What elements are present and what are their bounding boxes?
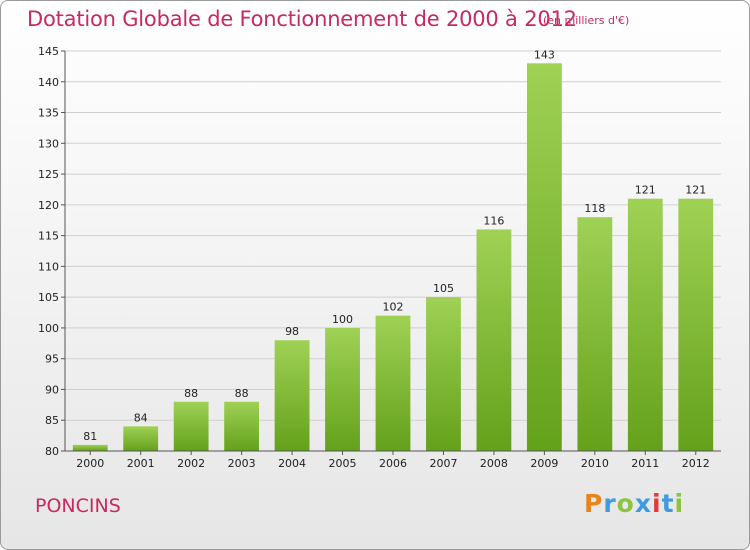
y-tick-label: 125 bbox=[38, 168, 59, 181]
chart-title: Dotation Globale de Fonctionnement de 20… bbox=[27, 7, 577, 31]
x-tick-label: 2000 bbox=[76, 457, 104, 470]
bar bbox=[577, 217, 613, 451]
data-label: 102 bbox=[383, 301, 404, 314]
bar bbox=[426, 297, 461, 451]
commune-name: PONCINS bbox=[35, 495, 121, 517]
bar bbox=[627, 198, 663, 451]
bar bbox=[123, 426, 159, 451]
bar bbox=[526, 63, 562, 452]
y-tick-label: 110 bbox=[38, 260, 59, 273]
bar bbox=[678, 198, 714, 451]
x-tick-label: 2005 bbox=[329, 457, 357, 470]
y-tick-label: 145 bbox=[38, 45, 59, 58]
bar bbox=[72, 444, 108, 451]
data-label: 84 bbox=[134, 411, 148, 424]
data-label: 118 bbox=[584, 202, 605, 215]
proxiti-logo[interactable]: Proxiti bbox=[584, 489, 684, 518]
x-tick-label: 2001 bbox=[127, 457, 155, 470]
x-tick-label: 2010 bbox=[581, 457, 609, 470]
data-label: 116 bbox=[483, 214, 504, 227]
y-tick-label: 85 bbox=[45, 414, 59, 427]
y-tick-label: 130 bbox=[38, 137, 59, 150]
x-tick-label: 2007 bbox=[429, 457, 457, 470]
y-tick-label: 105 bbox=[38, 291, 59, 304]
logo-letter: t bbox=[661, 489, 675, 518]
logo-letter: i bbox=[674, 489, 685, 518]
data-label: 121 bbox=[635, 184, 656, 197]
data-label: 121 bbox=[685, 184, 706, 197]
data-label: 143 bbox=[534, 48, 555, 61]
data-label: 98 bbox=[285, 325, 299, 338]
y-tick-label: 135 bbox=[38, 107, 59, 120]
bar bbox=[274, 340, 310, 451]
bar bbox=[375, 315, 411, 451]
x-tick-labels: 2000 2001 2002 2003 2004 2005 2006 2007 2008 2009… bbox=[76, 451, 710, 470]
logo-letter: P bbox=[584, 489, 604, 518]
data-label: 105 bbox=[433, 282, 454, 295]
data-label: 81 bbox=[83, 430, 97, 443]
x-tick-label: 2003 bbox=[228, 457, 256, 470]
logo-letter: r bbox=[603, 489, 617, 518]
logo-letter: o bbox=[616, 489, 635, 518]
bar bbox=[224, 401, 260, 451]
logo-letter: i bbox=[652, 489, 662, 518]
x-tick-label: 2012 bbox=[682, 457, 710, 470]
y-tick-label: 90 bbox=[45, 383, 59, 396]
x-tick-label: 2009 bbox=[530, 457, 558, 470]
bar bbox=[325, 327, 360, 451]
y-tick-label: 80 bbox=[45, 445, 59, 458]
bar bbox=[173, 401, 209, 451]
y-tick-labels: 80 85 90 95 100 105 110 115 120 125 130 135 140 145 bbox=[38, 45, 65, 458]
y-tick-label: 95 bbox=[45, 353, 59, 366]
x-tick-label: 2008 bbox=[480, 457, 508, 470]
x-tick-label: 2004 bbox=[278, 457, 306, 470]
bars bbox=[72, 63, 714, 452]
data-labels: 81 84 88 88 98 100 102 105 116 143 118 121 121 bbox=[83, 48, 706, 443]
bar bbox=[476, 229, 512, 451]
y-tick-label: 120 bbox=[38, 199, 59, 212]
y-tick-label: 115 bbox=[38, 230, 59, 243]
x-tick-label: 2006 bbox=[379, 457, 407, 470]
y-tick-label: 140 bbox=[38, 76, 59, 89]
y-tick-label: 100 bbox=[38, 322, 59, 335]
data-label: 88 bbox=[184, 387, 198, 400]
logo-letter: x bbox=[634, 489, 652, 518]
chart-subtitle: (en milliers d'€) bbox=[543, 14, 630, 27]
x-tick-label: 2011 bbox=[631, 457, 659, 470]
data-label: 88 bbox=[235, 387, 249, 400]
x-tick-label: 2002 bbox=[177, 457, 205, 470]
data-label: 100 bbox=[332, 313, 353, 326]
